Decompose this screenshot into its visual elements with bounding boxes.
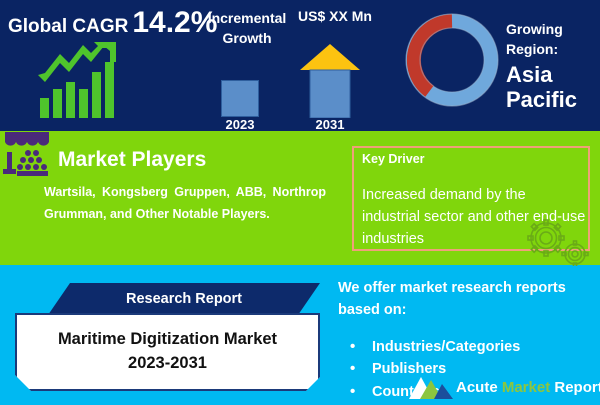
growing-region-name: Asia Pacific xyxy=(506,62,577,113)
cagr-block: Global CAGR 14.2% xyxy=(8,6,217,40)
key-driver-title: Key Driver xyxy=(362,152,425,166)
bar-2031-label: 2031 xyxy=(315,117,345,132)
research-report-banner xyxy=(48,283,320,315)
incremental-growth-title: Incremental Growth xyxy=(207,10,287,47)
cagr-label: Global CAGR xyxy=(8,16,129,37)
key-driver-text: Increased demand by the industrial secto… xyxy=(362,187,586,247)
offerings-title: We offer market research reports based o… xyxy=(338,280,566,319)
gears-icon xyxy=(527,219,589,266)
report-title-line-1: Maritime Digitization Market xyxy=(57,330,278,349)
list-item: Publishers xyxy=(342,357,592,381)
list-item: Industries/Categories xyxy=(342,335,592,359)
bar-2023 xyxy=(221,80,259,117)
mountain-logo-icon xyxy=(409,377,453,399)
market-players-list: Wartsila, Kongsberg Gruppen, ABB, Northr… xyxy=(44,185,326,221)
growing-region-block: Growing Region: Asia Pacific xyxy=(506,20,598,113)
logo-word-reports: Reports xyxy=(554,378,600,396)
middle-green-band xyxy=(0,131,600,265)
bar-2031-arrow xyxy=(300,44,360,118)
report-title-card xyxy=(15,313,320,391)
logo-word-market: Market xyxy=(501,378,555,396)
acute-market-reports-logo[interactable]: Acute Market Reports xyxy=(408,372,600,402)
logo-wordmark: Acute Market Reports xyxy=(456,379,600,396)
growing-region-title: Growing Region: xyxy=(506,21,563,57)
cagr-value: 14.2% xyxy=(132,6,218,39)
report-title-line-2: 2023-2031 xyxy=(128,354,207,372)
report-title-card-text: Maritime Digitization Market 2023-2031 xyxy=(15,313,320,391)
donut-chart-icon xyxy=(405,13,499,107)
market-players-title: Market Players xyxy=(58,148,207,171)
market-stall-icon xyxy=(3,132,49,176)
usd-value-title: US$ XX Mn xyxy=(298,8,372,24)
key-driver-box xyxy=(352,146,590,251)
research-report-banner-label: Research Report xyxy=(125,291,243,307)
bar-chart-growth-icon xyxy=(38,42,116,118)
bar-2023-label: 2023 xyxy=(225,117,255,132)
logo-word-acute: Acute xyxy=(456,378,502,396)
